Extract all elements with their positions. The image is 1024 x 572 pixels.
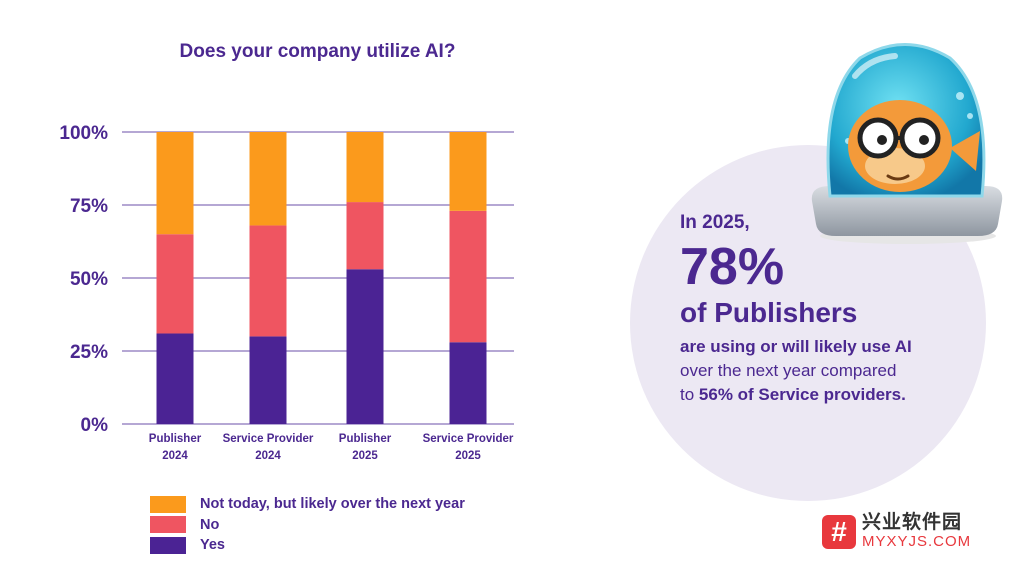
callout-line-2: over the next year compared <box>680 361 897 380</box>
y-tick-label: 0% <box>81 415 109 436</box>
x-tick-label: 2024 <box>162 450 188 462</box>
y-tick-label: 25% <box>70 342 108 363</box>
bar-segment <box>156 132 194 235</box>
x-tick-label: Service Provider <box>423 433 514 445</box>
bar-segment <box>156 234 194 334</box>
bar-segment <box>346 269 384 424</box>
watermark-text-en: MYXYJS.COM <box>862 533 972 550</box>
fish-in-jar-icon <box>800 36 1010 251</box>
chart-legend: Not today, but likely over the next year… <box>150 494 465 556</box>
callout-line-3-bold: 56% of Service providers. <box>698 385 906 404</box>
bar-segment <box>249 132 287 226</box>
watermark-text: 兴业软件园 MYXYJS.COM <box>862 513 971 551</box>
bar-segment <box>249 225 287 337</box>
legend-swatch <box>150 516 186 534</box>
stacked-bar-chart: 0% 25% 50% 75% 100% Publisher 2024 Service Prov… <box>59 123 514 462</box>
legend-item-no: No <box>150 515 465 536</box>
watermark-logo-icon: # <box>822 515 856 549</box>
bar-segment <box>449 210 487 343</box>
bar-segment <box>346 202 384 270</box>
legend-label: Yes <box>200 537 225 554</box>
callout-big-number: 78% <box>680 238 785 296</box>
legend-label: No <box>200 516 220 533</box>
legend-swatch <box>150 495 186 513</box>
legend-item-not-today: Not today, but likely over the next year <box>150 494 465 515</box>
watermark-text-cn: 兴业软件园 <box>862 512 963 533</box>
bar-segment <box>346 132 384 203</box>
callout-description: are using or will likely use AI over the… <box>680 335 912 407</box>
y-tick-label: 75% <box>70 196 108 217</box>
bar-segment <box>249 336 287 424</box>
legend-item-yes: Yes <box>150 535 465 556</box>
bar-segment <box>449 132 487 211</box>
y-tick-label: 50% <box>70 269 108 290</box>
x-tick-label: 2025 <box>352 450 378 462</box>
x-tick-label: Publisher <box>339 433 392 445</box>
x-tick-label: 2025 <box>455 450 481 462</box>
y-tick-label: 100% <box>59 123 108 144</box>
callout-year: In 2025, <box>680 212 750 233</box>
callout-line-1: are using or will likely use AI <box>680 337 912 356</box>
bar-segment <box>156 333 194 424</box>
x-tick-label: 2024 <box>255 450 281 462</box>
chart-title: Does your company utilize AI? <box>179 41 456 62</box>
callout-subject: of Publishers <box>680 297 858 328</box>
x-tick-label: Publisher <box>149 433 202 445</box>
legend-label: Not today, but likely over the next year <box>200 496 465 513</box>
bar-segment <box>449 342 487 424</box>
x-tick-label: Service Provider <box>223 433 314 445</box>
callout-text-block: In 2025, 78% of Publishers are using or … <box>680 211 912 407</box>
legend-swatch <box>150 536 186 554</box>
callout-line-3-prefix: to <box>680 385 699 404</box>
watermark: # 兴业软件园 MYXYJS.COM <box>822 513 971 551</box>
